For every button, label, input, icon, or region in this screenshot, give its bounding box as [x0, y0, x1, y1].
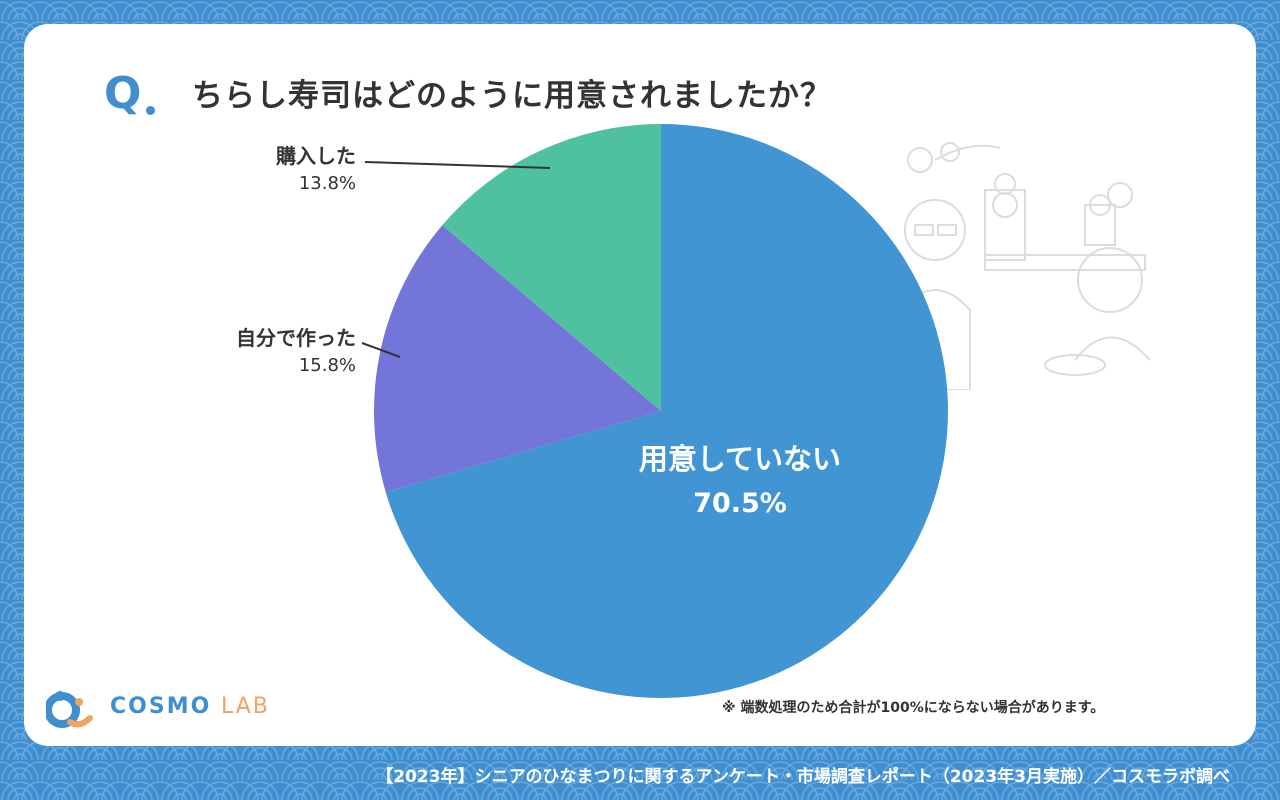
seniors-hinamatsuri-illustration — [899, 142, 1151, 390]
footer-source: 【2023年】シニアのひなまつりに関するアンケート・市場調査レポート（2023年… — [376, 767, 1230, 787]
pie-slice-0 — [385, 124, 948, 699]
page-title: ちらし寿司はどのように用意されましたか？ — [192, 78, 832, 114]
label-homemade-name: 自分で作った — [236, 326, 356, 350]
label-homemade-pct: 15.8% — [298, 355, 356, 376]
question-q-mark: Q — [104, 68, 142, 119]
cosmo-lab-logo: COSMO LAB — [44, 688, 268, 728]
question-q-dot — [146, 106, 155, 115]
label-homemade: 自分で作った 15.8% — [236, 322, 356, 376]
leader-line-purchased — [364, 161, 551, 169]
rounding-note: ※ 端数処理のため合計が100%にならない場合があります。 — [722, 700, 1105, 716]
label-not-prepared-name: 用意していない — [638, 442, 842, 476]
leader-line-homemade — [361, 342, 401, 358]
label-purchased-pct: 13.8% — [298, 173, 356, 194]
label-not-prepared: 用意していない 70.5% — [590, 436, 890, 519]
pie-slice-1 — [374, 225, 661, 493]
pie-slice-2 — [442, 124, 661, 411]
cosmo-lab-logo-icon — [44, 691, 93, 728]
label-purchased-name: 購入した — [276, 144, 356, 168]
logo-sub-text: LAB — [220, 694, 270, 719]
label-purchased: 購入した 13.8% — [276, 140, 356, 194]
label-not-prepared-pct: 70.5% — [693, 488, 787, 519]
logo-main-text: COSMO — [110, 694, 212, 719]
